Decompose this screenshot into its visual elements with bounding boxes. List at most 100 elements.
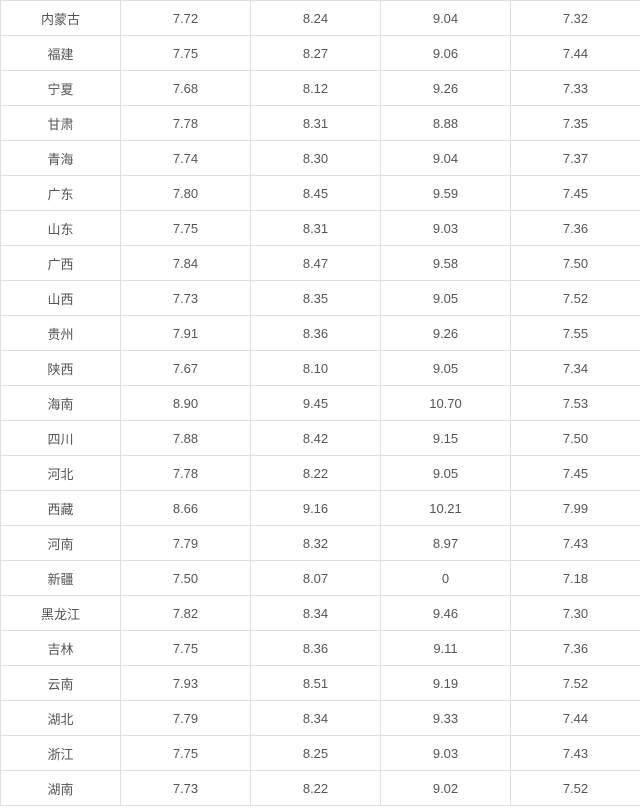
data-table: 内蒙古7.728.249.047.32福建7.758.279.067.44宁夏7… <box>0 0 640 806</box>
table-row: 贵州7.918.369.267.55 <box>1 316 640 351</box>
value-cell-2: 8.47 <box>251 246 381 281</box>
value-cell-1: 7.73 <box>121 771 251 806</box>
table-row: 福建7.758.279.067.44 <box>1 36 640 71</box>
province-cell: 内蒙古 <box>1 1 121 36</box>
value-cell-1: 8.90 <box>121 386 251 421</box>
value-cell-2: 8.32 <box>251 526 381 561</box>
table-row: 浙江7.758.259.037.43 <box>1 736 640 771</box>
value-cell-4: 7.33 <box>511 71 640 106</box>
value-cell-1: 7.68 <box>121 71 251 106</box>
value-cell-1: 7.91 <box>121 316 251 351</box>
value-cell-4: 7.43 <box>511 526 640 561</box>
province-cell: 贵州 <box>1 316 121 351</box>
value-cell-4: 7.43 <box>511 736 640 771</box>
value-cell-1: 7.78 <box>121 106 251 141</box>
value-cell-4: 7.36 <box>511 211 640 246</box>
province-cell: 四川 <box>1 421 121 456</box>
province-cell: 西藏 <box>1 491 121 526</box>
value-cell-4: 7.52 <box>511 281 640 316</box>
province-cell: 陕西 <box>1 351 121 386</box>
value-cell-3: 9.33 <box>381 701 511 736</box>
value-cell-1: 7.93 <box>121 666 251 701</box>
table-row: 云南7.938.519.197.52 <box>1 666 640 701</box>
table-row: 吉林7.758.369.117.36 <box>1 631 640 666</box>
value-cell-4: 7.45 <box>511 176 640 211</box>
value-cell-1: 7.82 <box>121 596 251 631</box>
value-cell-2: 8.34 <box>251 701 381 736</box>
value-cell-2: 8.36 <box>251 631 381 666</box>
value-cell-3: 9.58 <box>381 246 511 281</box>
table-row: 甘肃7.788.318.887.35 <box>1 106 640 141</box>
table-row: 河北7.788.229.057.45 <box>1 456 640 491</box>
value-cell-2: 8.22 <box>251 771 381 806</box>
table-row: 黑龙江7.828.349.467.30 <box>1 596 640 631</box>
value-cell-1: 7.79 <box>121 526 251 561</box>
province-cell: 海南 <box>1 386 121 421</box>
value-cell-4: 7.36 <box>511 631 640 666</box>
value-cell-4: 7.44 <box>511 36 640 71</box>
table-row: 广西7.848.479.587.50 <box>1 246 640 281</box>
value-cell-3: 9.26 <box>381 71 511 106</box>
value-cell-1: 7.72 <box>121 1 251 36</box>
value-cell-4: 7.52 <box>511 666 640 701</box>
value-cell-3: 9.19 <box>381 666 511 701</box>
value-cell-2: 9.16 <box>251 491 381 526</box>
province-cell: 新疆 <box>1 561 121 596</box>
table-row: 四川7.888.429.157.50 <box>1 421 640 456</box>
value-cell-1: 7.67 <box>121 351 251 386</box>
value-cell-3: 9.04 <box>381 1 511 36</box>
value-cell-4: 7.44 <box>511 701 640 736</box>
value-cell-2: 8.24 <box>251 1 381 36</box>
value-cell-3: 8.97 <box>381 526 511 561</box>
value-cell-2: 9.45 <box>251 386 381 421</box>
province-cell: 甘肃 <box>1 106 121 141</box>
value-cell-2: 8.36 <box>251 316 381 351</box>
table-body: 内蒙古7.728.249.047.32福建7.758.279.067.44宁夏7… <box>1 1 640 806</box>
table-row: 陕西7.678.109.057.34 <box>1 351 640 386</box>
province-cell: 青海 <box>1 141 121 176</box>
value-cell-4: 7.52 <box>511 771 640 806</box>
value-cell-1: 8.66 <box>121 491 251 526</box>
table-row: 海南8.909.4510.707.53 <box>1 386 640 421</box>
value-cell-1: 7.75 <box>121 631 251 666</box>
province-cell: 河北 <box>1 456 121 491</box>
value-cell-3: 9.05 <box>381 281 511 316</box>
value-cell-2: 8.27 <box>251 36 381 71</box>
province-cell: 山东 <box>1 211 121 246</box>
value-cell-4: 7.55 <box>511 316 640 351</box>
table-row: 河南7.798.328.977.43 <box>1 526 640 561</box>
value-cell-4: 7.30 <box>511 596 640 631</box>
value-cell-3: 9.03 <box>381 211 511 246</box>
table-row: 新疆7.508.0707.18 <box>1 561 640 596</box>
value-cell-2: 8.31 <box>251 211 381 246</box>
table-row: 湖北7.798.349.337.44 <box>1 701 640 736</box>
table-row: 广东7.808.459.597.45 <box>1 176 640 211</box>
value-cell-2: 8.45 <box>251 176 381 211</box>
province-cell: 湖南 <box>1 771 121 806</box>
province-cell: 浙江 <box>1 736 121 771</box>
table-row: 内蒙古7.728.249.047.32 <box>1 1 640 36</box>
value-cell-2: 8.10 <box>251 351 381 386</box>
value-cell-3: 0 <box>381 561 511 596</box>
value-cell-4: 7.45 <box>511 456 640 491</box>
value-cell-4: 7.37 <box>511 141 640 176</box>
value-cell-1: 7.75 <box>121 36 251 71</box>
value-cell-3: 9.11 <box>381 631 511 666</box>
province-cell: 广东 <box>1 176 121 211</box>
value-cell-1: 7.88 <box>121 421 251 456</box>
value-cell-1: 7.74 <box>121 141 251 176</box>
value-cell-2: 8.34 <box>251 596 381 631</box>
province-cell: 吉林 <box>1 631 121 666</box>
province-cell: 广西 <box>1 246 121 281</box>
value-cell-4: 7.32 <box>511 1 640 36</box>
value-cell-4: 7.34 <box>511 351 640 386</box>
value-cell-3: 8.88 <box>381 106 511 141</box>
value-cell-1: 7.80 <box>121 176 251 211</box>
value-cell-3: 9.02 <box>381 771 511 806</box>
province-cell: 福建 <box>1 36 121 71</box>
value-cell-1: 7.84 <box>121 246 251 281</box>
value-cell-4: 7.53 <box>511 386 640 421</box>
value-cell-1: 7.73 <box>121 281 251 316</box>
province-cell: 黑龙江 <box>1 596 121 631</box>
value-cell-2: 8.12 <box>251 71 381 106</box>
